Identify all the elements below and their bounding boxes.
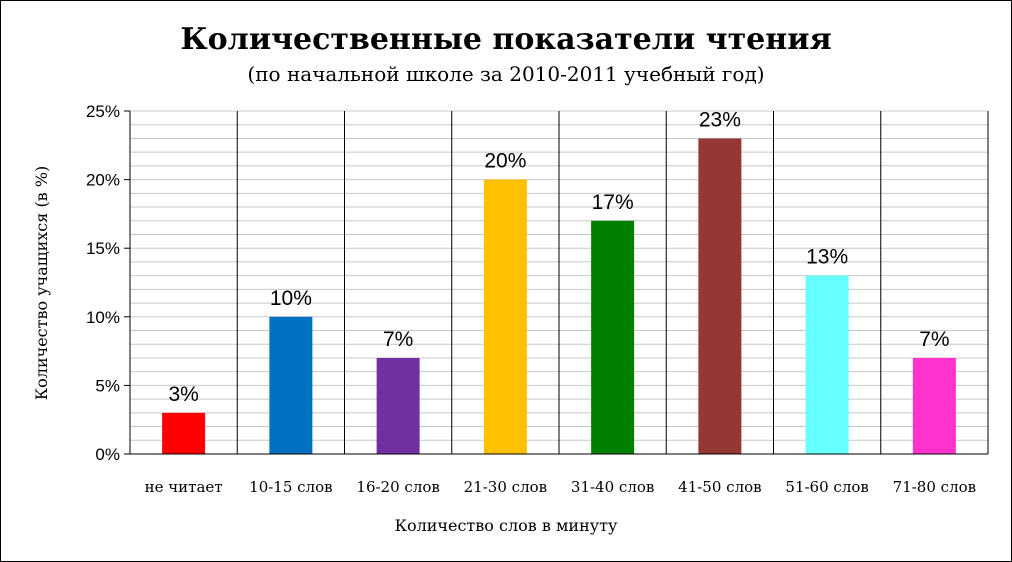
bar-data-label: 17% <box>592 191 634 214</box>
y-tick-label: 15% <box>86 239 120 258</box>
x-axis-label: Количество слов в минуту <box>395 516 618 535</box>
x-category-label: 21-30 слов <box>464 478 547 496</box>
bar-data-label: 7% <box>383 328 413 351</box>
y-tick-label: 10% <box>86 308 120 327</box>
x-category-label: 10-15 слов <box>249 478 332 496</box>
x-category-label: 51-60 слов <box>785 478 868 496</box>
chart-title: Количественные показатели чтения <box>180 22 831 57</box>
bar-data-label: 20% <box>484 150 526 173</box>
y-tick-label: 25% <box>86 102 120 121</box>
bar-data-label: 23% <box>699 108 741 131</box>
x-category-label: 31-40 слов <box>571 478 654 496</box>
x-category-label: 71-80 слов <box>893 478 976 496</box>
bar <box>912 357 956 454</box>
y-tick-label: 20% <box>86 171 120 190</box>
bar <box>269 316 313 454</box>
bar-data-label: 7% <box>919 328 949 351</box>
bar <box>805 275 849 454</box>
bar-data-label: 10% <box>270 287 312 310</box>
bar <box>376 357 420 454</box>
bar <box>162 412 206 454</box>
x-category-label: 41-50 слов <box>678 478 761 496</box>
bar <box>698 138 742 454</box>
y-axis-label: Количество учащихся (в %) <box>32 166 51 400</box>
x-category-label: не читает <box>145 478 223 496</box>
bar-data-label: 3% <box>168 383 198 406</box>
bar <box>483 179 527 454</box>
x-category-label: 16-20 слов <box>356 478 439 496</box>
bar <box>591 220 635 454</box>
chart-subtitle: (по начальной школе за 2010-2011 учебный… <box>247 62 764 86</box>
y-tick-label: 5% <box>95 376 120 395</box>
y-tick-label: 0% <box>95 445 120 464</box>
bar-data-label: 13% <box>806 246 848 269</box>
